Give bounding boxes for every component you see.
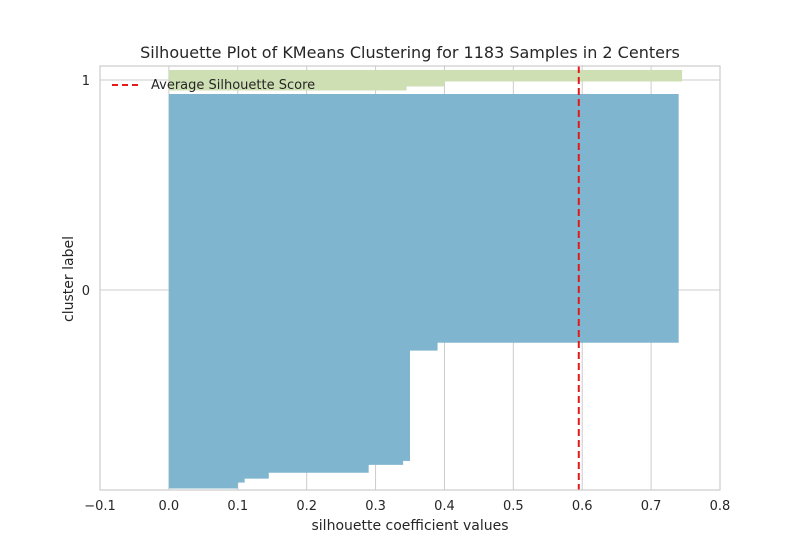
silhouette-bar-cluster-0	[168, 342, 438, 351]
y-tick-label: 0	[82, 284, 90, 299]
x-tick-label: 0.7	[641, 499, 662, 514]
x-tick-label: 0.8	[710, 499, 731, 514]
x-tick-label: 0.0	[159, 499, 180, 514]
silhouette-bar-cluster-0	[168, 472, 269, 479]
y-tick-labels: 01	[82, 74, 90, 299]
silhouette-bar-cluster-0	[168, 94, 679, 343]
y-axis-label: cluster label	[61, 236, 77, 322]
silhouette-bar-cluster-0	[168, 478, 245, 483]
chart-title: Silhouette Plot of KMeans Clustering for…	[140, 43, 680, 62]
x-tick-label: 0.4	[434, 499, 455, 514]
x-tick-label: 0.6	[572, 499, 593, 514]
silhouette-bar-cluster-0	[168, 482, 238, 489]
legend: Average Silhouette Score	[112, 78, 315, 93]
x-tick-labels: −0.1 0.0 0.1 0.2 0.3 0.4 0.5 0.6 0.7 0.8	[84, 499, 730, 514]
silhouette-bar-cluster-1	[168, 81, 445, 87]
y-tick-label: 1	[82, 74, 90, 89]
silhouette-bar-cluster-0	[168, 460, 404, 465]
silhouette-bar-cluster-1	[168, 86, 407, 91]
silhouette-bar-cluster-1	[168, 70, 683, 82]
silhouette-bar-cluster-0	[168, 350, 410, 461]
x-tick-label: 0.5	[503, 499, 524, 514]
axes-frame	[99, 65, 721, 491]
x-tick-label: 0.2	[296, 499, 317, 514]
silhouette-bars	[168, 70, 683, 489]
x-axis-label: silhouette coefficient values	[312, 518, 509, 534]
x-tick-label: 0.1	[227, 499, 248, 514]
silhouette-bar-cluster-0	[168, 464, 369, 473]
x-tick-label: 0.3	[365, 499, 386, 514]
x-tick-label: −0.1	[84, 499, 116, 514]
legend-label-average-silhouette-score: Average Silhouette Score	[151, 78, 315, 93]
